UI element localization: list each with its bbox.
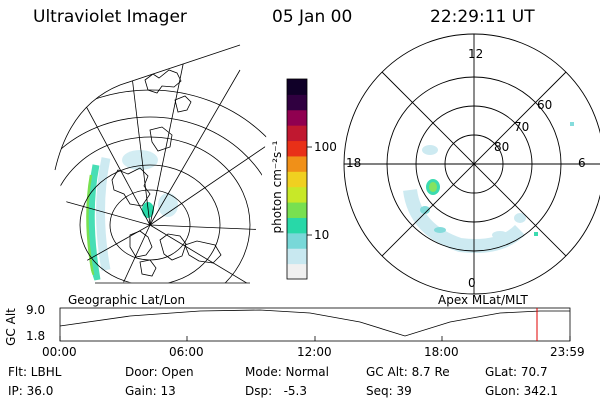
mlt-label-0: 0 (468, 276, 476, 290)
mlat-label-60: 60 (537, 98, 553, 112)
info-seq: Seq: 39 (366, 384, 412, 398)
colorbar-cell (287, 109, 307, 126)
info-ip: IP: 36.0 (8, 384, 54, 398)
instrument-title: Ultraviolet Imager (33, 7, 187, 27)
colorbar-cell (287, 79, 307, 95)
colorbar-cell (287, 217, 307, 234)
info-gc-alt: GC Alt: 8.7 Re (366, 365, 450, 379)
apex-caption: Apex MLat/MLT (438, 293, 528, 307)
mlat-label-70: 70 (514, 120, 530, 134)
colorbar-cell (287, 155, 307, 172)
colorbar-tick-10: 10 (314, 228, 330, 242)
info-filter: Flt: LBHL (8, 365, 62, 379)
info-dsp: Dsp: -5.3 (245, 384, 308, 398)
observation-date: 05 Jan 00 (272, 7, 353, 27)
timeline-ylabel: GC Alt (4, 308, 18, 346)
mlt-label-18: 18 (346, 156, 362, 170)
timeline-xtick-0: 00:00 (42, 345, 77, 359)
info-glat: GLat: 70.7 (485, 365, 548, 379)
geographic-map (54, 44, 268, 284)
colorbar-cell (287, 248, 307, 265)
colorbar-cell (287, 125, 307, 142)
mlt-label-6: 6 (578, 156, 586, 170)
colorbar-cell (287, 202, 307, 218)
colorbar-cell (287, 186, 307, 203)
colorbar-cell (287, 263, 307, 280)
mlt-label-12: 12 (468, 47, 484, 61)
timeline-ytick-bottom: 1.8 (26, 329, 46, 343)
info-glon: GLon: 342.1 (485, 384, 558, 398)
info-mode: Mode: Normal (245, 365, 329, 379)
timeline-ytick-top: 9.0 (26, 303, 46, 317)
observation-time: 22:29:11 UT (430, 7, 535, 27)
colorbar-tick-100: 100 (314, 140, 337, 154)
timeline-xtick-4: 23:59 (550, 345, 585, 359)
timeline-xtick-3: 18:00 (424, 345, 459, 359)
altitude-timeline (59, 307, 571, 342)
info-gain: Gain: 13 (125, 384, 176, 398)
info-door: Door: Open (125, 365, 194, 379)
colorbar-cell (287, 140, 307, 157)
timeline-xtick-2: 12:00 (297, 345, 332, 359)
colorbar-cell (287, 171, 307, 188)
geographic-caption: Geographic Lat/Lon (68, 293, 186, 307)
colorbar (286, 78, 312, 280)
polar-plot (343, 33, 600, 295)
colorbar-cell (287, 232, 307, 249)
mlat-label-80: 80 (494, 140, 510, 154)
colorbar-cell (287, 94, 307, 111)
colorbar-unit-label: photon cm⁻²s⁻¹ (270, 140, 284, 234)
timeline-xtick-1: 06:00 (169, 345, 204, 359)
